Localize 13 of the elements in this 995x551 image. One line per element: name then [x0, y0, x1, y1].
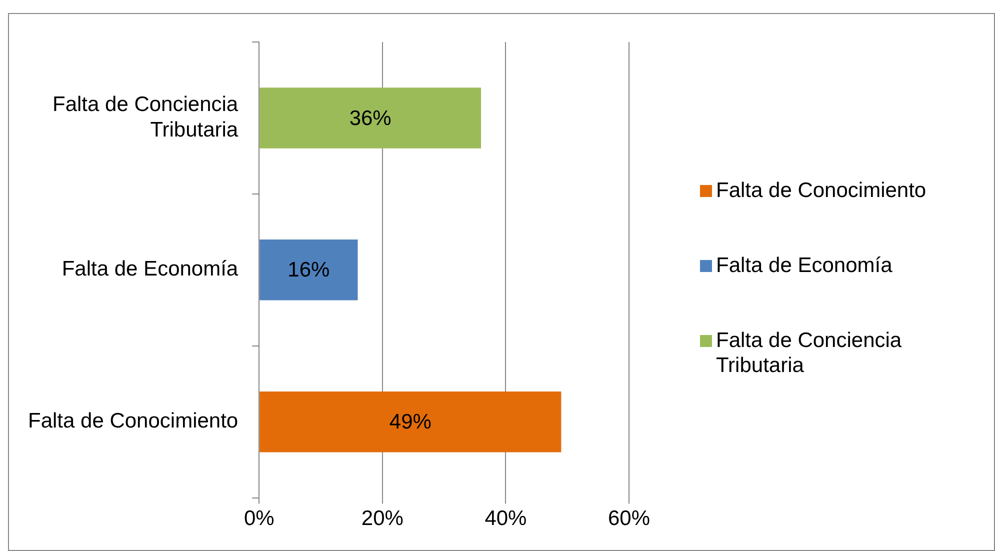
x-tick-label: 60% — [608, 507, 650, 530]
data-label: 36% — [349, 106, 392, 130]
legend-label: Falta de Conocimiento — [716, 178, 928, 203]
data-label: 49% — [389, 410, 432, 434]
x-tick-label: 20% — [361, 507, 404, 530]
y-tick-label: Falta de Economía — [62, 258, 238, 281]
data-label: 16% — [288, 258, 330, 282]
legend-label: Falta de Economía — [716, 253, 894, 278]
legend-label: Falta de Conciencia Tributaria — [716, 328, 903, 378]
y-tick-label: Falta de Conocimiento — [28, 410, 238, 433]
x-tick-label: 0% — [244, 507, 274, 530]
y-tick-label: Falta de Conciencia Tributaria — [52, 93, 238, 142]
x-tick-label: 40% — [484, 507, 527, 530]
